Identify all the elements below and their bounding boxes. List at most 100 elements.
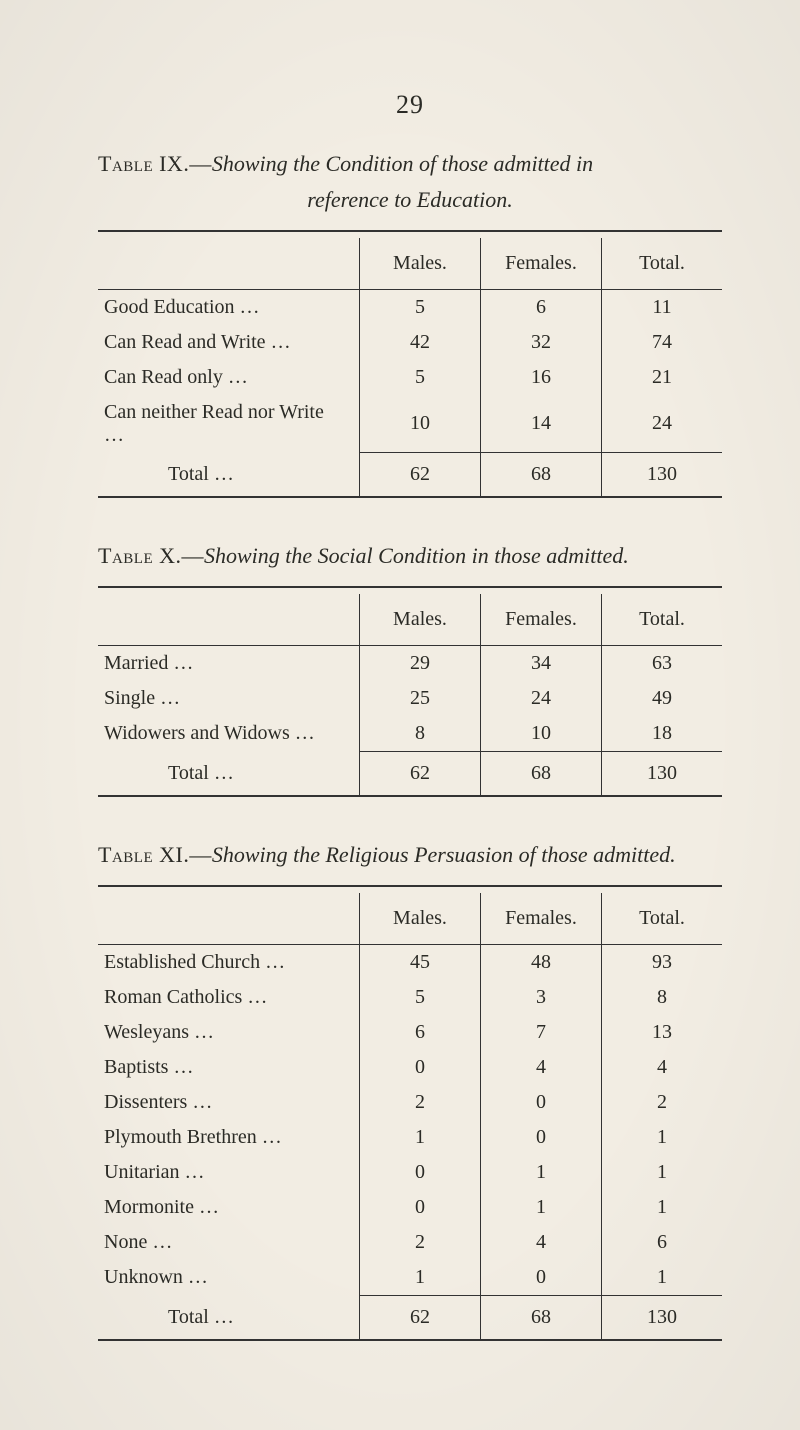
cell-total: 6 <box>602 1225 723 1260</box>
caption-text: Showing the Social Condition in those ad… <box>204 543 629 568</box>
table-row: Can Read only … 5 16 21 <box>98 360 722 395</box>
row-label: Plymouth Brethren … <box>98 1120 360 1155</box>
cell-total: 1 <box>602 1120 723 1155</box>
cell-total: 93 <box>602 945 723 981</box>
header-females: Females. <box>481 594 602 646</box>
cell-males: 2 <box>360 1225 481 1260</box>
total-total: 130 <box>602 752 723 796</box>
table-row: Plymouth Brethren … 1 0 1 <box>98 1120 722 1155</box>
cell-females: 16 <box>481 360 602 395</box>
total-males: 62 <box>360 453 481 497</box>
total-label: Total … <box>98 1296 360 1340</box>
table-header-row: Males. Females. Total. <box>98 238 722 290</box>
row-label: Widowers and Widows … <box>98 716 360 752</box>
cell-total: 2 <box>602 1085 723 1120</box>
table-row: Baptists … 0 4 4 <box>98 1050 722 1085</box>
table-11-frame: Males. Females. Total. Established Churc… <box>98 885 722 1341</box>
caption-label: Table X.— <box>98 543 204 568</box>
cell-females: 3 <box>481 980 602 1015</box>
header-blank <box>98 238 360 290</box>
row-label: Unknown … <box>98 1260 360 1296</box>
header-females: Females. <box>481 238 602 290</box>
total-females: 68 <box>481 752 602 796</box>
header-females: Females. <box>481 893 602 945</box>
cell-females: 6 <box>481 289 602 325</box>
header-blank <box>98 594 360 646</box>
table-row: Unknown … 1 0 1 <box>98 1260 722 1296</box>
cell-females: 14 <box>481 395 602 453</box>
table-row: Married … 29 34 63 <box>98 646 722 682</box>
table-row: Unitarian … 0 1 1 <box>98 1155 722 1190</box>
cell-males: 0 <box>360 1050 481 1085</box>
cell-total: 74 <box>602 325 723 360</box>
cell-females: 24 <box>481 681 602 716</box>
table-10-frame: Males. Females. Total. Married … 29 34 6… <box>98 586 722 797</box>
table-9-caption: Table IX.—Showing the Condition of those… <box>98 148 722 216</box>
table-row: Roman Catholics … 5 3 8 <box>98 980 722 1015</box>
cell-total: 18 <box>602 716 723 752</box>
cell-males: 1 <box>360 1260 481 1296</box>
table-11-caption: Table XI.—Showing the Religious Persuasi… <box>98 839 722 871</box>
cell-total: 8 <box>602 980 723 1015</box>
cell-females: 4 <box>481 1050 602 1085</box>
row-label: Can neither Read nor Write … <box>98 395 360 453</box>
row-label: Roman Catholics … <box>98 980 360 1015</box>
total-females: 68 <box>481 1296 602 1340</box>
cell-females: 1 <box>481 1190 602 1225</box>
total-females: 68 <box>481 453 602 497</box>
cell-males: 5 <box>360 360 481 395</box>
header-total: Total. <box>602 238 723 290</box>
cell-males: 45 <box>360 945 481 981</box>
row-label: Unitarian … <box>98 1155 360 1190</box>
header-males: Males. <box>360 238 481 290</box>
row-label: Can Read only … <box>98 360 360 395</box>
table-row: Good Education … 5 6 11 <box>98 289 722 325</box>
cell-males: 42 <box>360 325 481 360</box>
total-label: Total … <box>98 752 360 796</box>
table-row: Widowers and Widows … 8 10 18 <box>98 716 722 752</box>
total-total: 130 <box>602 453 723 497</box>
page-number: 29 <box>98 90 722 120</box>
header-males: Males. <box>360 893 481 945</box>
cell-total: 1 <box>602 1260 723 1296</box>
table-11: Males. Females. Total. Established Churc… <box>98 893 722 1339</box>
row-label: Married … <box>98 646 360 682</box>
cell-males: 1 <box>360 1120 481 1155</box>
row-label: Good Education … <box>98 289 360 325</box>
cell-total: 4 <box>602 1050 723 1085</box>
row-label: Single … <box>98 681 360 716</box>
cell-females: 32 <box>481 325 602 360</box>
cell-females: 34 <box>481 646 602 682</box>
cell-males: 0 <box>360 1155 481 1190</box>
table-row: Mormonite … 0 1 1 <box>98 1190 722 1225</box>
caption-text: Showing the Condition of those admitted … <box>212 151 593 176</box>
total-total: 130 <box>602 1296 723 1340</box>
cell-males: 2 <box>360 1085 481 1120</box>
caption-label: Table IX.— <box>98 151 212 176</box>
header-males: Males. <box>360 594 481 646</box>
cell-males: 5 <box>360 980 481 1015</box>
table-row: Can neither Read nor Write … 10 14 24 <box>98 395 722 453</box>
cell-total: 24 <box>602 395 723 453</box>
row-label: Mormonite … <box>98 1190 360 1225</box>
cell-males: 10 <box>360 395 481 453</box>
table-row: Wesleyans … 6 7 13 <box>98 1015 722 1050</box>
row-label: None … <box>98 1225 360 1260</box>
caption-text-line2: reference to Education. <box>98 184 722 216</box>
row-label: Baptists … <box>98 1050 360 1085</box>
cell-total: 49 <box>602 681 723 716</box>
cell-total: 21 <box>602 360 723 395</box>
cell-females: 1 <box>481 1155 602 1190</box>
cell-males: 8 <box>360 716 481 752</box>
table-10-caption: Table X.—Showing the Social Condition in… <box>98 540 722 572</box>
total-label: Total … <box>98 453 360 497</box>
row-label: Dissenters … <box>98 1085 360 1120</box>
table-9: Males. Females. Total. Good Education … … <box>98 238 722 497</box>
cell-males: 25 <box>360 681 481 716</box>
row-label: Established Church … <box>98 945 360 981</box>
header-total: Total. <box>602 893 723 945</box>
document-page: 29 Table IX.—Showing the Condition of th… <box>0 0 800 1430</box>
total-males: 62 <box>360 1296 481 1340</box>
cell-females: 10 <box>481 716 602 752</box>
table-9-frame: Males. Females. Total. Good Education … … <box>98 230 722 499</box>
